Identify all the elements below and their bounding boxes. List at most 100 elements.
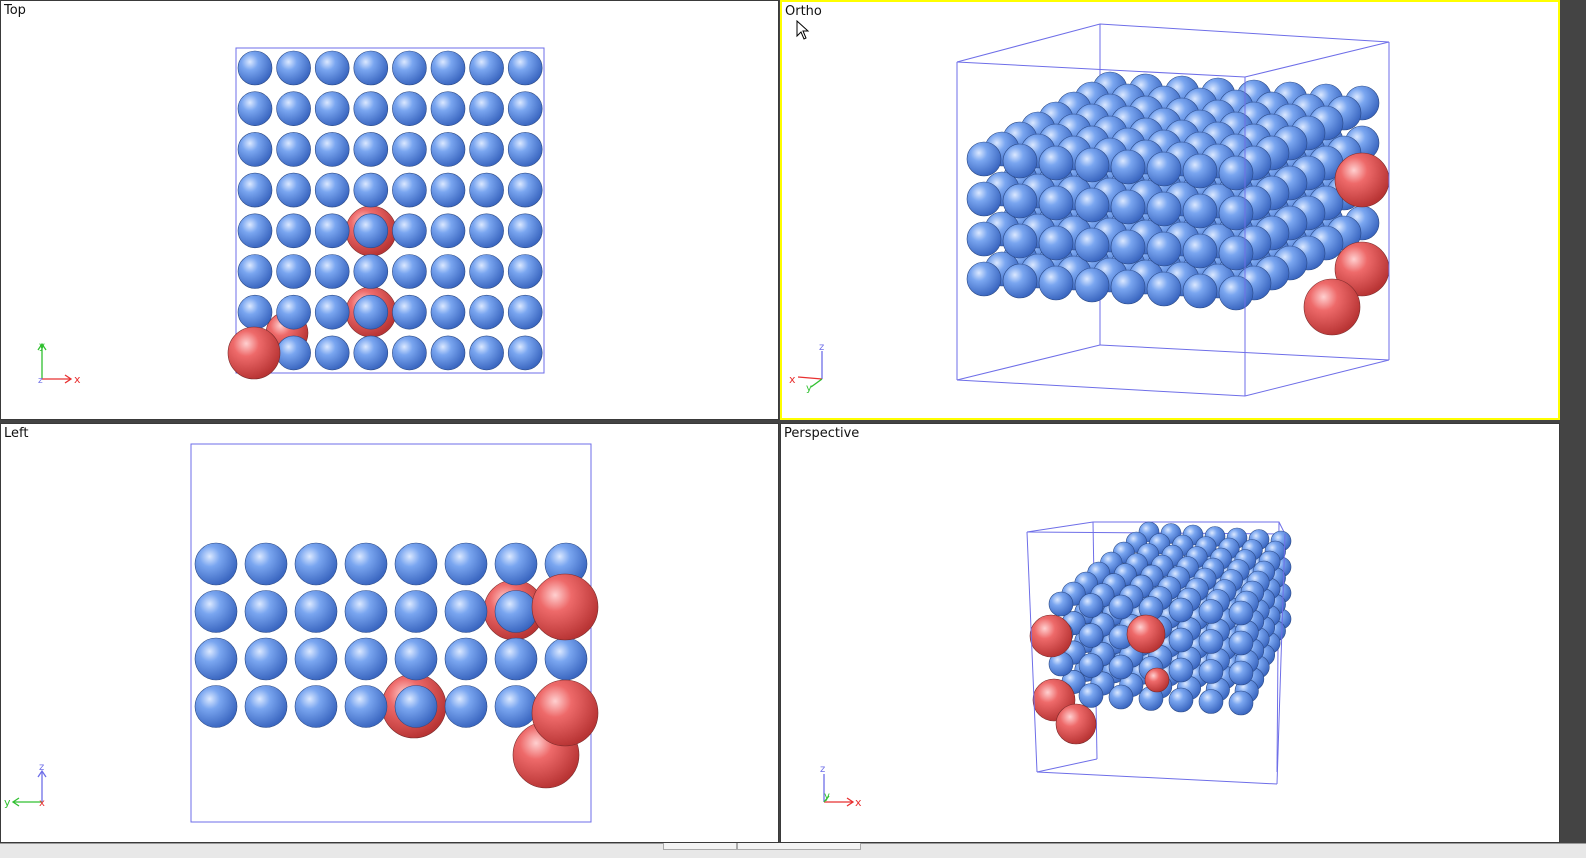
host-atom — [966, 221, 1002, 257]
axis-label-z: z — [38, 376, 43, 386]
host-atom — [237, 50, 273, 86]
top-view-canvas[interactable]: y x z — [1, 1, 779, 420]
host-atom — [444, 685, 488, 728]
axis-label-y: y — [806, 383, 812, 394]
host-atom — [1146, 151, 1182, 187]
host-atom — [1110, 189, 1146, 225]
viewport-left[interactable]: Left z y x — [0, 423, 779, 843]
host-atom — [494, 542, 538, 586]
host-atom — [353, 50, 389, 86]
viewport-title-left[interactable]: Left — [4, 426, 29, 441]
host-atom — [1110, 229, 1146, 265]
host-atom — [1078, 653, 1104, 678]
host-atom — [1108, 684, 1134, 710]
host-atom — [469, 335, 504, 371]
host-atom — [1002, 263, 1038, 299]
host-atom — [1074, 267, 1110, 303]
host-atom — [353, 132, 389, 167]
host-atom — [237, 294, 273, 330]
defect-atom — [227, 326, 281, 380]
host-atom — [1198, 629, 1224, 654]
host-atom — [1198, 689, 1224, 714]
defect-atom — [531, 573, 599, 641]
host-atom — [314, 294, 350, 330]
axis-label-x: x — [789, 373, 796, 386]
perspective-view-canvas[interactable]: z x y — [781, 424, 1560, 843]
host-atom — [1110, 149, 1146, 185]
host-atom — [394, 590, 438, 633]
host-atom — [276, 254, 311, 289]
host-atom — [276, 91, 311, 126]
host-atom — [469, 213, 504, 249]
host-atom — [237, 213, 273, 249]
host-atom — [430, 213, 466, 249]
host-atom — [353, 335, 389, 371]
host-atom — [353, 213, 389, 249]
left-view-canvas[interactable]: z y x — [1, 424, 779, 843]
host-atom — [1146, 271, 1182, 307]
host-atom — [194, 590, 238, 633]
host-atom — [1038, 265, 1074, 301]
host-atom — [1146, 191, 1182, 227]
host-atom — [353, 172, 389, 208]
viewport-title-top[interactable]: Top — [4, 3, 26, 18]
viewport-ortho[interactable]: Ortho z x y — [780, 0, 1560, 420]
host-atom — [1108, 594, 1134, 620]
axis-label-z: z — [39, 762, 44, 773]
axis-triad: y x z — [37, 341, 81, 386]
host-atom — [966, 181, 1002, 217]
host-atom — [194, 685, 238, 728]
host-atom — [1218, 195, 1254, 231]
simulation-box-front — [956, 42, 1390, 397]
host-atom — [1198, 599, 1224, 624]
host-atom — [244, 685, 288, 728]
bottom-panel-tab[interactable] — [663, 843, 737, 850]
host-atom — [430, 335, 466, 371]
host-atom — [430, 91, 466, 126]
host-atom — [966, 261, 1002, 297]
host-atom — [1038, 185, 1074, 221]
host-atom — [507, 172, 543, 208]
host-atom — [194, 542, 238, 586]
host-atom — [1218, 155, 1254, 191]
host-atom — [1182, 153, 1218, 189]
host-atom — [314, 213, 350, 249]
defect-atom — [531, 679, 599, 747]
host-atom — [237, 91, 273, 126]
host-atom — [394, 542, 438, 586]
host-atom — [353, 254, 389, 289]
host-atom — [1182, 273, 1218, 309]
host-atom — [237, 132, 273, 167]
host-atom — [294, 590, 338, 633]
host-atom — [430, 50, 466, 86]
host-atom — [1048, 591, 1074, 617]
host-atom — [1218, 235, 1254, 271]
axis-label-x: x — [855, 796, 862, 809]
axis-label-y: y — [824, 791, 830, 802]
host-atom — [314, 91, 350, 126]
axis-label-y: y — [4, 796, 11, 809]
viewport-title-ortho[interactable]: Ortho — [785, 4, 822, 19]
host-atom — [1074, 227, 1110, 263]
host-atom — [430, 172, 466, 208]
host-atom — [276, 213, 311, 249]
host-atom — [494, 590, 538, 633]
host-atom — [430, 294, 466, 330]
bottom-panel-tab[interactable] — [737, 843, 861, 850]
host-atom — [469, 294, 504, 330]
host-atom — [314, 335, 350, 371]
host-atom — [966, 141, 1002, 177]
viewport-title-perspective[interactable]: Perspective — [784, 426, 860, 441]
host-atom — [444, 542, 488, 586]
viewport-top[interactable]: Top y x z — [0, 0, 779, 420]
host-atom — [244, 542, 288, 586]
host-atom — [1198, 659, 1224, 684]
simulation-box-front — [1026, 531, 1286, 785]
host-atom — [494, 637, 538, 681]
host-atom — [392, 50, 427, 86]
ortho-view-canvas[interactable]: z x y — [782, 2, 1560, 420]
host-atom — [344, 590, 388, 633]
host-atom — [1182, 233, 1218, 269]
host-atom — [469, 172, 504, 208]
viewport-perspective[interactable]: Perspective z x y — [780, 423, 1560, 843]
